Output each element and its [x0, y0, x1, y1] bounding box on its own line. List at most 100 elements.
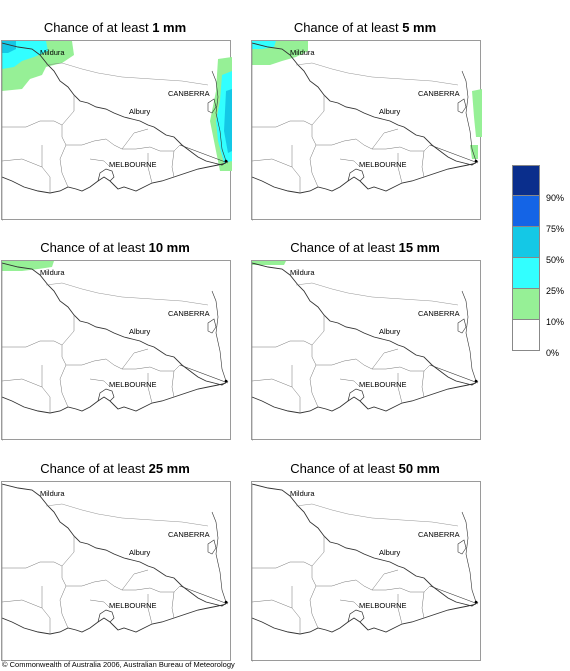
- map-svg: Mildura CANBERRA Albury MELBOURNE: [2, 261, 229, 441]
- boundary-line: [252, 262, 479, 386]
- boundary-line: [347, 168, 365, 182]
- boundary-line: [2, 42, 229, 166]
- boundary-line: [171, 150, 175, 178]
- boundary-line: [429, 364, 479, 384]
- boundary-line: [252, 42, 479, 166]
- boundary-line: [121, 569, 149, 591]
- boundary-line: [121, 128, 149, 150]
- copyright-notice: © Commonwealth of Australia 2006, Austra…: [2, 660, 235, 669]
- probability-shading: [252, 261, 286, 265]
- boundary-line: [457, 98, 467, 114]
- boundary-line: [429, 144, 479, 164]
- coast-marker: [474, 600, 478, 604]
- basemap: [2, 262, 229, 441]
- legend-label-90: 90%: [546, 193, 565, 203]
- place-albury: Albury: [129, 107, 151, 116]
- boundary-line: [309, 585, 319, 629]
- place-albury: Albury: [379, 327, 401, 336]
- boundary-line: [291, 145, 301, 193]
- place-melbourne: MELBOURNE: [359, 601, 407, 610]
- boundary-line: [147, 594, 153, 625]
- map-panel-15mm: Mildura CANBERRA Albury MELBOURNE: [251, 260, 481, 441]
- legend-label-0: 0%: [546, 348, 560, 358]
- boundary-line: [97, 609, 115, 623]
- boundary-line: [207, 318, 217, 334]
- boundary-line: [89, 378, 111, 388]
- coast-marker: [474, 159, 478, 163]
- probability-shading: [2, 41, 232, 171]
- boundary-line: [211, 290, 227, 382]
- place-canberra: CANBERRA: [418, 89, 460, 98]
- boundary-line: [311, 315, 325, 346]
- boundary-line: [2, 262, 229, 386]
- boundary-line: [371, 128, 399, 150]
- boundary-line: [252, 120, 317, 146]
- boundary-line: [252, 382, 477, 414]
- boundary-line: [45, 282, 209, 306]
- probability-shading: [2, 261, 54, 271]
- map-svg: Mildura CANBERRA Albury MELBOURNE: [2, 483, 229, 662]
- boundary-line: [61, 315, 75, 346]
- boundary-line: [461, 290, 477, 382]
- legend-swatch-0-10: [512, 320, 540, 351]
- legend-swatch-50-75: [512, 227, 540, 258]
- boundary-line: [45, 503, 209, 527]
- map-svg: Mildura CANBERRA Albury MELBOURNE: [252, 41, 482, 221]
- place-mildura: Mildura: [40, 489, 65, 498]
- boundary-line: [2, 561, 67, 587]
- boundary-line: [147, 373, 153, 404]
- boundary-line: [385, 144, 431, 152]
- boundary-line: [371, 569, 399, 591]
- map-panel-50mm: Mildura CANBERRA Albury MELBOURNE: [251, 481, 481, 662]
- boundary-line: [461, 70, 477, 162]
- boundary-line: [385, 585, 431, 593]
- basemap: [252, 262, 479, 441]
- boundary-line: [339, 158, 361, 168]
- boundary-line: [421, 370, 425, 398]
- boundary-line: [429, 585, 479, 605]
- boundary-line: [2, 382, 227, 414]
- legend-label-25: 25%: [546, 286, 565, 296]
- place-melbourne: MELBOURNE: [359, 380, 407, 389]
- map-svg: Mildura CANBERRA Albury MELBOURNE: [2, 41, 232, 221]
- boundary-line: [135, 585, 181, 593]
- map-panel-1mm: Mildura CANBERRA Albury MELBOURNE: [1, 40, 232, 221]
- boundary-line: [89, 158, 111, 168]
- map-svg: Mildura CANBERRA Albury MELBOURNE: [252, 261, 479, 441]
- coast-marker: [224, 600, 228, 604]
- boundary-line: [59, 364, 69, 408]
- boundary-line: [385, 364, 431, 372]
- boundary-line: [211, 70, 227, 162]
- boundary-line: [2, 158, 43, 168]
- place-mildura: Mildura: [40, 268, 65, 277]
- boundary-line: [45, 62, 209, 86]
- panel-title-50mm: Chance of at least 50 mm: [290, 461, 440, 476]
- place-canberra: CANBERRA: [418, 530, 460, 539]
- boundary-line: [61, 95, 75, 126]
- boundary-line: [252, 340, 317, 366]
- place-albury: Albury: [379, 548, 401, 557]
- boundary-line: [397, 373, 403, 404]
- boundary-line: [97, 168, 115, 182]
- place-melbourne: MELBOURNE: [109, 601, 157, 610]
- boundary-line: [121, 348, 149, 370]
- boundary-line: [89, 599, 111, 609]
- boundary-line: [397, 594, 403, 625]
- place-melbourne: MELBOURNE: [109, 380, 157, 389]
- boundary-line: [147, 153, 153, 184]
- boundary-line: [347, 609, 365, 623]
- boundary-line: [2, 120, 67, 146]
- boundary-line: [295, 62, 459, 86]
- boundary-line: [461, 511, 477, 603]
- legend-label-10: 10%: [546, 317, 565, 327]
- boundary-line: [252, 483, 479, 607]
- boundary-line: [457, 539, 467, 555]
- place-mildura: Mildura: [290, 268, 315, 277]
- boundary-line: [2, 340, 67, 366]
- basemap: [2, 42, 229, 221]
- boundary-line: [59, 144, 69, 188]
- boundary-line: [41, 586, 51, 634]
- boundary-line: [421, 591, 425, 619]
- boundary-line: [371, 348, 399, 370]
- boundary-line: [295, 503, 459, 527]
